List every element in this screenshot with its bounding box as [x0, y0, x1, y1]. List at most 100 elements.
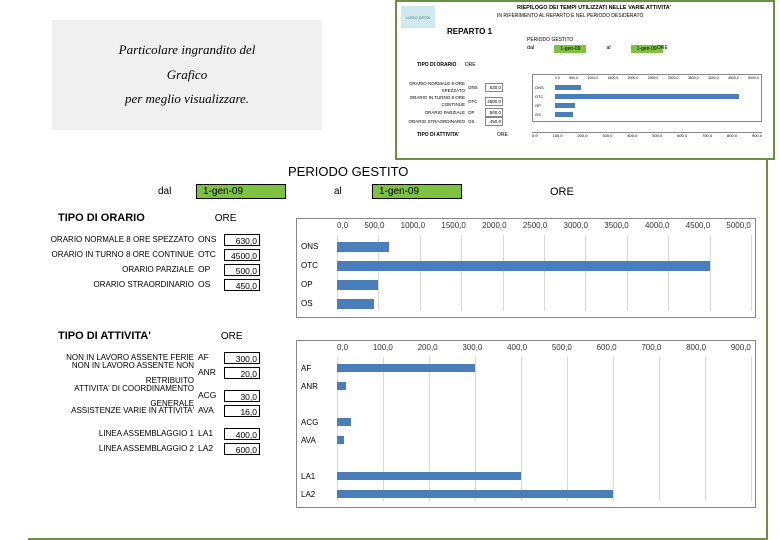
bar-label: OTC [301, 261, 335, 270]
row-value: 400,0 [224, 428, 260, 440]
thumb-dal: dal [527, 45, 534, 53]
row-code: LA1 [198, 426, 224, 441]
axis-tick: 500,0 [552, 343, 572, 352]
bar-label: LA2 [301, 490, 335, 499]
axis-tick: 800,0 [686, 343, 706, 352]
bar [337, 490, 613, 498]
axis-tick: 0,0 [337, 221, 348, 230]
axis-tick: 1500,0 [441, 221, 465, 230]
thumb-ore2: ORE [497, 132, 508, 138]
axis-tick: 2500,0 [523, 221, 547, 230]
axis-tick: 500,0 [364, 221, 384, 230]
axis-tick: 4000,0 [645, 221, 669, 230]
thumb-tipo-orario: TIPO DI ORARIO ORE [417, 62, 476, 68]
bar [337, 436, 344, 444]
row-code: ANR [198, 365, 224, 380]
axis-tick: 4500,0 [686, 221, 710, 230]
table-row: LINEA ASSEMBLAGGIO 1LA1400,0 [38, 426, 260, 441]
thumb-period-label: PERIODO GESTITO [527, 37, 573, 43]
row-desc: ORARIO NORMALE 8 ORE SPEZZATO [38, 232, 198, 247]
bar-label: ANR [301, 382, 335, 391]
axis-tick: 900,0 [731, 343, 751, 352]
chart-bar-row: ONS [337, 237, 751, 256]
bar [337, 261, 710, 271]
axis-tick: 200,0 [418, 343, 438, 352]
note-line: Grafico [167, 63, 207, 88]
date-from[interactable]: 1-gen-09 [196, 184, 286, 199]
orario-header: TIPO DI ORARIO [58, 212, 145, 224]
axis-tick: 3500,0 [604, 221, 628, 230]
date-to[interactable]: 1-gen-09 [372, 184, 462, 199]
ore-label: ORE [550, 186, 574, 198]
main-period-title: PERIODO GESTITO [288, 164, 408, 179]
table-row: ASSISTENZE VARIE IN ATTIVITA'AVA16,0 [38, 403, 260, 418]
row-value: 500,0 [224, 264, 260, 276]
row-code: ACG [198, 388, 224, 403]
chart-attivita-axis: 0,0100,0200,0300,0400,0500,0600,0700,080… [337, 343, 751, 352]
thumb-reparto: REPARTO 1 [447, 27, 492, 36]
table-row: ORARIO PARZIALEOP500,0 [38, 262, 260, 277]
row-value: 600,0 [224, 443, 260, 455]
bar-label: ONS [301, 242, 335, 251]
thumb-axis2: 0,0100,0200,0300,0400,0500,0600,0700,080… [532, 132, 762, 138]
row-value: 20,0 [224, 367, 260, 379]
row-code: ONS [198, 232, 224, 247]
dal-label: dal [158, 186, 188, 197]
chart-bar-row: AVA [337, 431, 751, 449]
chart-orario-plot: ONSOTCOPOS [337, 235, 751, 311]
chart-bar-row: ACG [337, 413, 751, 431]
axis-tick: 100,0 [373, 343, 393, 352]
chart-attivita-plot: AFANRACGAVALA1LA2 [337, 357, 751, 501]
bar [337, 280, 378, 290]
bar-label: ACG [301, 418, 335, 427]
row-value: 30,0 [224, 390, 260, 402]
table-row: ATTIVITA' DI COORDINAMENTO GENERALEACG30… [38, 388, 260, 403]
thumb-orario-rows: ORARIO NORMALE 8 ORE SPEZZATOONS630,0ORA… [403, 80, 503, 126]
axis-tick: 2000,0 [482, 221, 506, 230]
table-row: NON IN LAVORO ASSENTE NON RETRIBUITOANR2… [38, 365, 260, 380]
table-row: ORARIO IN TURNO 8 ORE CONTINUEOTC4500,0 [38, 247, 260, 262]
chart-bar-row: AF [337, 359, 751, 377]
chart-bar-row: OTC [337, 256, 751, 275]
chart-bar-row: ANR [337, 377, 751, 395]
section-attivita: TIPO DI ATTIVITA' ORE NON IN LAVORO ASSE… [28, 330, 260, 456]
chart-bar-row [337, 395, 751, 413]
row-desc: ORARIO PARZIALE [38, 262, 198, 277]
thumb-subtitle: IN RIFERIMENTO AL REPARTO E NEL PERIODO … [497, 13, 643, 19]
chart-bar-row: LA2 [337, 485, 751, 503]
row-desc: LINEA ASSEMBLAGGIO 2 [38, 441, 198, 456]
row-value: 300,0 [224, 352, 260, 364]
row-value: 630,0 [224, 234, 260, 246]
note-line: per meglio visualizzare. [125, 87, 249, 112]
row-code: LA2 [198, 441, 224, 456]
row-code: OP [198, 262, 224, 277]
bar [337, 299, 374, 309]
row-value: 4500,0 [224, 249, 260, 261]
attivita-rows: NON IN LAVORO ASSENTE FERIEAF300,0NON IN… [28, 350, 260, 456]
axis-tick: 5000,0 [726, 221, 750, 230]
row-code: OTC [198, 247, 224, 262]
bar-label: OP [301, 280, 335, 289]
thumb-al: al [606, 45, 610, 53]
table-row: ORARIO NORMALE 8 ORE SPEZZATOONS630,0 [38, 232, 260, 247]
bar [337, 364, 475, 372]
note-line: Particolare ingrandito del [119, 38, 256, 63]
bar [337, 418, 351, 426]
axis-tick: 0,0 [337, 343, 348, 352]
table-row: ORARIO STRAORDINARIOOS450,0 [38, 277, 260, 292]
chart-bar-row: OP [337, 275, 751, 294]
row-desc: LINEA ASSEMBLAGGIO 1 [38, 426, 198, 441]
axis-tick: 600,0 [597, 343, 617, 352]
row-desc: ORARIO STRAORDINARIO [38, 277, 198, 292]
bar-label: AF [301, 364, 335, 373]
bar-label: LA1 [301, 472, 335, 481]
orario-ore-header: ORE [215, 213, 237, 224]
attivita-header: TIPO DI ATTIVITA' [58, 330, 151, 342]
row-code: AF [198, 350, 224, 365]
row-desc: ASSISTENZE VARIE IN ATTIVITA' [38, 403, 198, 418]
al-label: al [334, 186, 364, 197]
thumb-ore: ORE [657, 45, 668, 51]
bar [337, 242, 389, 252]
report-thumbnail: LOGO DITTA RIEPILOGO DEI TEMPI UTILIZZAT… [395, 0, 775, 160]
chart-orario-axis: 0,0500,01000,01500,02000,02500,03000,035… [337, 221, 751, 230]
